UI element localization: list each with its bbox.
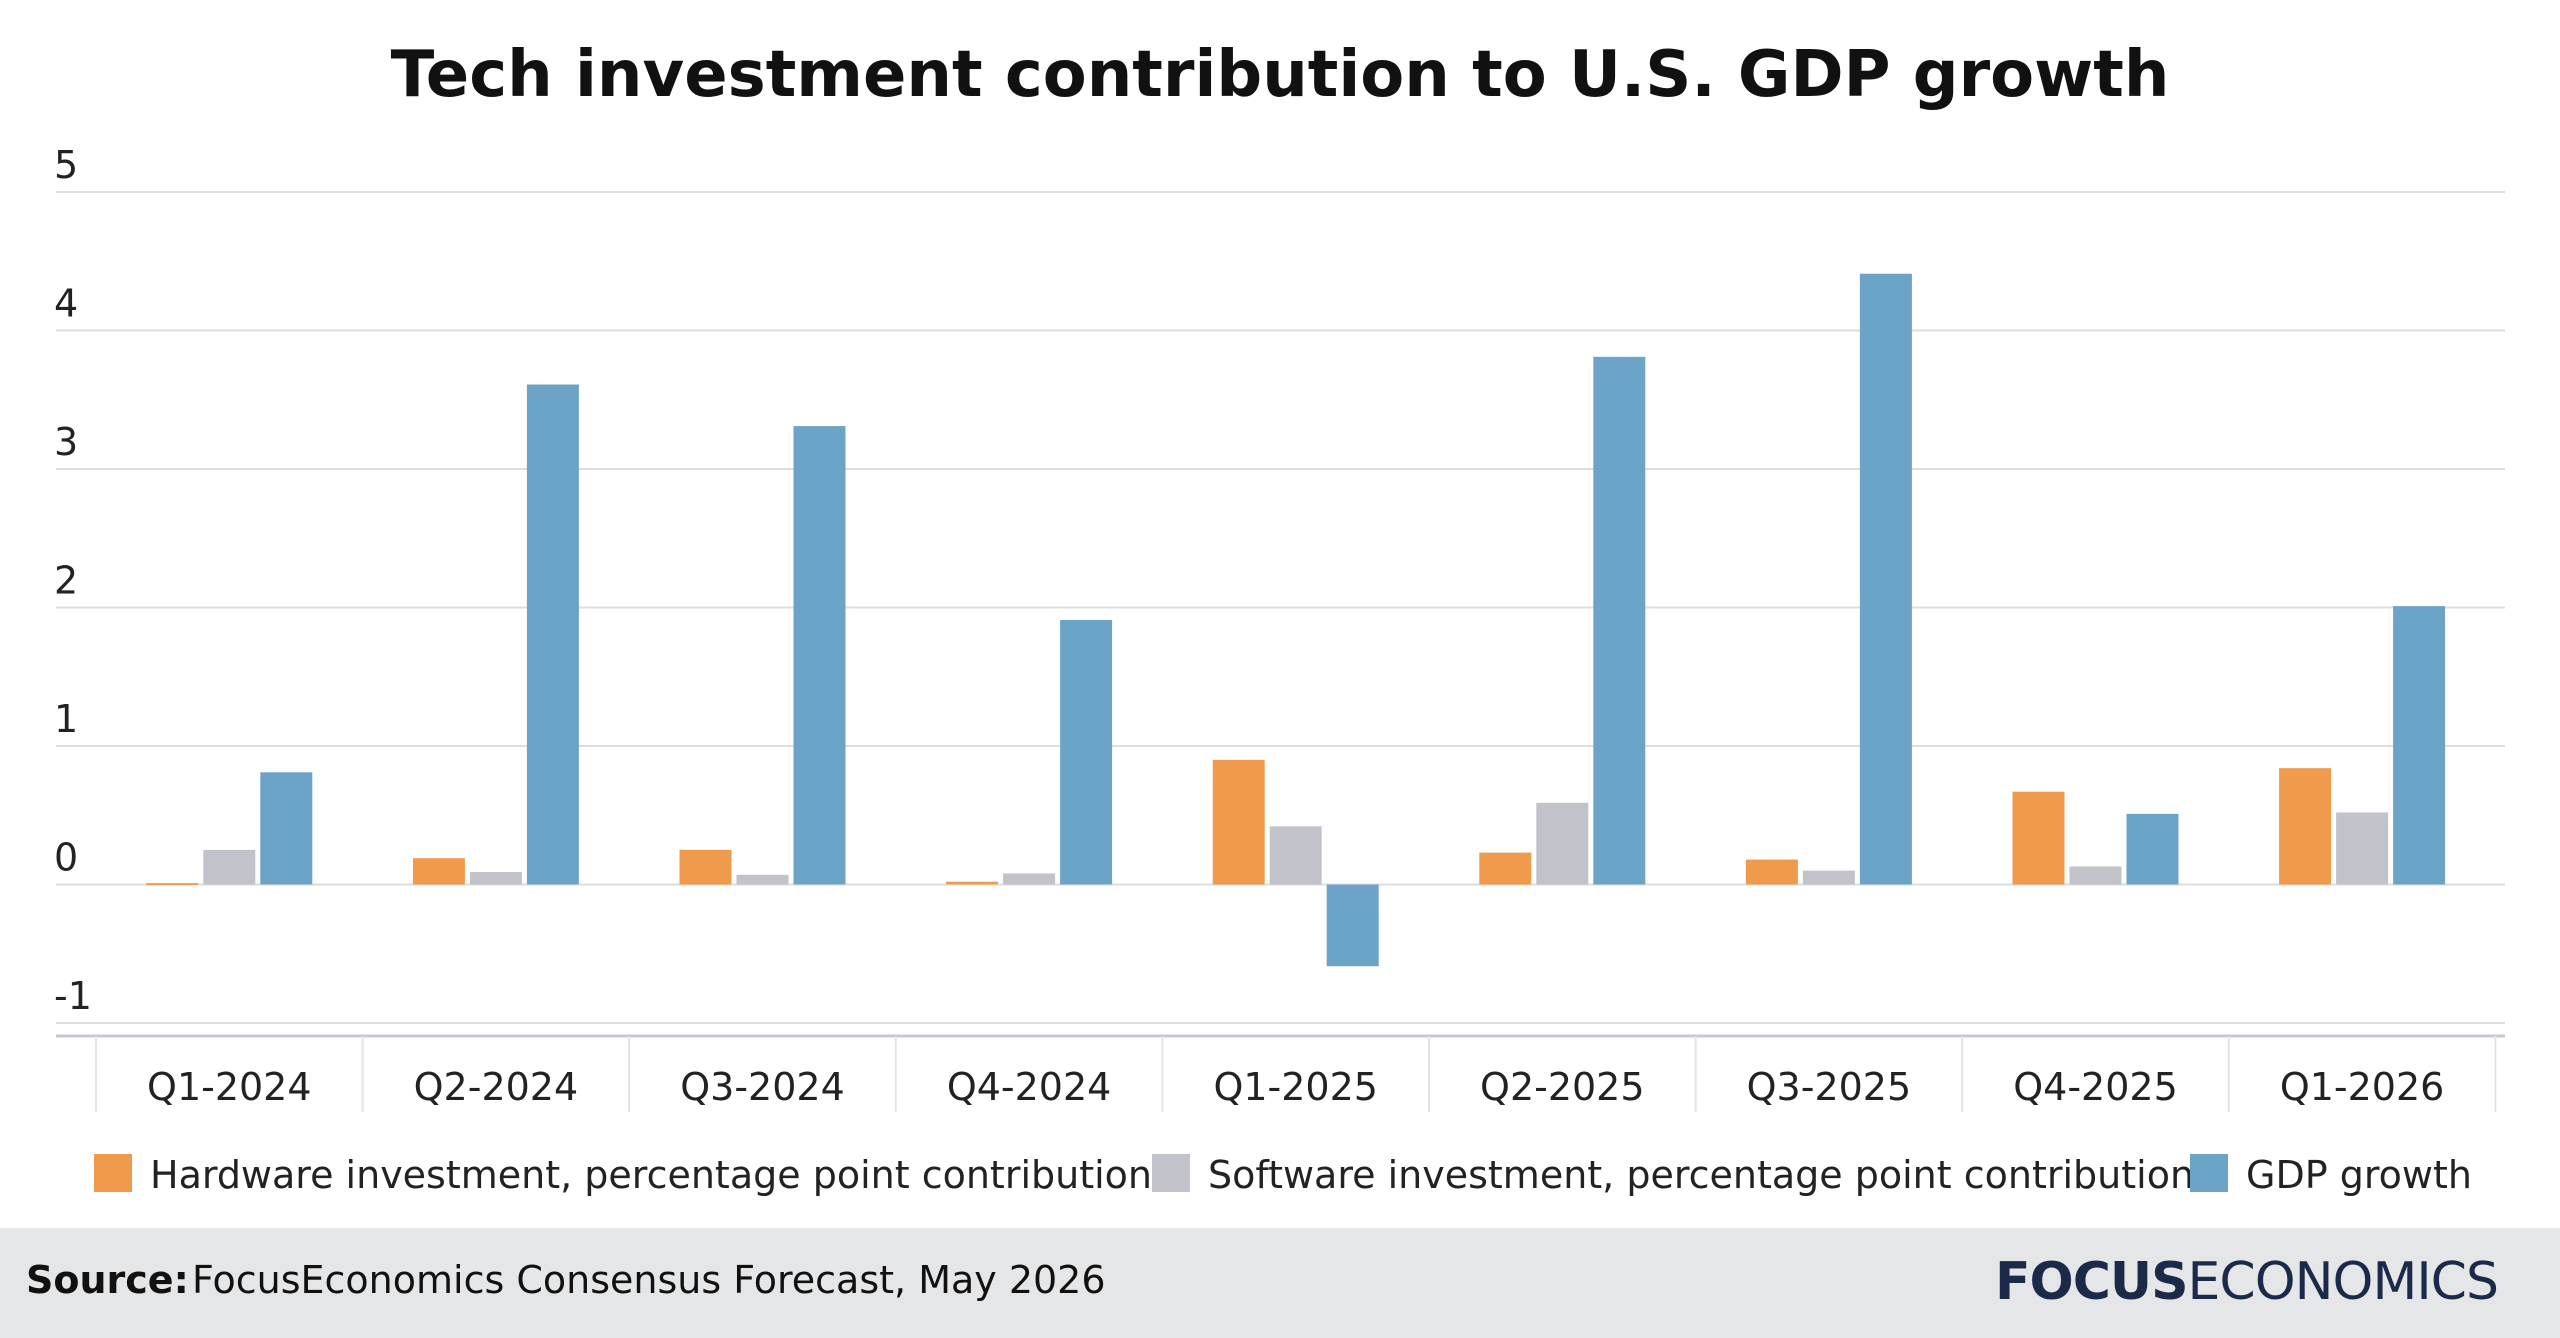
bar-hardware <box>1745 859 1798 885</box>
bar-gdp <box>1326 884 1379 967</box>
bar-hardware <box>146 883 199 886</box>
bar-software <box>203 849 256 885</box>
bar-software <box>2336 812 2389 885</box>
footer-bar: Source: FocusEconomics Consensus Forecas… <box>0 1228 2560 1338</box>
y-tick-label: 1 <box>54 697 78 741</box>
source-text: FocusEconomics Consensus Forecast, May 2… <box>192 1258 1106 1302</box>
bar-software <box>1003 873 1056 885</box>
bar-software <box>1802 870 1855 885</box>
bar-gdp <box>526 384 579 885</box>
bar-hardware <box>2279 768 2332 885</box>
bar-hardware <box>1479 852 1532 885</box>
source-label: Source: <box>26 1258 189 1302</box>
x-category-label: Q3-2025 <box>1747 1065 1912 1109</box>
x-category-label: Q1-2025 <box>1213 1065 1378 1109</box>
y-tick-label: 3 <box>54 420 78 464</box>
x-category-label: Q1-2024 <box>147 1065 312 1109</box>
bar-software <box>736 874 789 885</box>
bar-software <box>469 872 522 885</box>
legend-label: Software investment, percentage point co… <box>1208 1153 2194 1197</box>
y-tick-label: -1 <box>54 974 92 1018</box>
bar-software <box>1269 826 1322 885</box>
legend-swatch <box>1152 1154 1190 1192</box>
legend-label: GDP growth <box>2246 1153 2472 1197</box>
bar-hardware <box>946 881 999 885</box>
chart-area: Tech investment contribution to U.S. GDP… <box>54 38 2505 1197</box>
bar-hardware <box>1212 759 1265 885</box>
x-category-label: Q2-2024 <box>414 1065 579 1109</box>
bar-hardware <box>679 849 732 885</box>
logo-light-text: ECONOMICS <box>2187 1252 2499 1312</box>
bar-gdp <box>2393 606 2446 885</box>
chart-title: Tech investment contribution to U.S. GDP… <box>391 38 2170 112</box>
x-category-label: Q1-2026 <box>2280 1065 2445 1109</box>
bar-gdp <box>793 426 846 885</box>
bar-software <box>2069 866 2122 885</box>
y-tick-label: 2 <box>54 559 78 603</box>
bar-hardware <box>2012 791 2065 885</box>
bar-gdp <box>1593 356 1646 885</box>
bar-gdp <box>1060 619 1113 885</box>
chart-svg: Tech investment contribution to U.S. GDP… <box>54 38 2505 1197</box>
y-tick-label: 5 <box>54 143 78 187</box>
bar-software <box>1536 802 1589 885</box>
y-tick-label: 0 <box>54 836 78 880</box>
x-category-label: Q3-2024 <box>680 1065 845 1109</box>
legend-swatch <box>2190 1154 2228 1192</box>
logo-bold-text: FOCUS <box>1994 1252 2189 1312</box>
x-category-label: Q4-2025 <box>2013 1065 2178 1109</box>
legend-label: Hardware investment, percentage point co… <box>150 1153 1152 1197</box>
legend-swatch <box>94 1154 132 1192</box>
bar-gdp <box>2126 813 2179 885</box>
focuseconomics-logo: FOCUSECONOMICS <box>1994 1252 2499 1312</box>
bar-hardware <box>412 858 465 885</box>
y-tick-label: 4 <box>54 282 78 326</box>
x-category-label: Q2-2025 <box>1480 1065 1645 1109</box>
bar-gdp <box>1859 273 1912 885</box>
x-category-label: Q4-2024 <box>947 1065 1112 1109</box>
bar-gdp <box>260 772 313 885</box>
